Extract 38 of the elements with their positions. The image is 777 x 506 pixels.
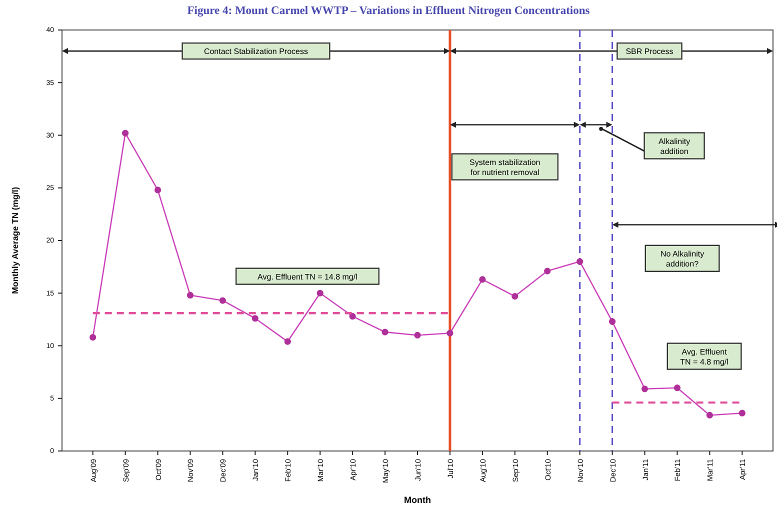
annotation: No Alkalinity addition?: [660, 249, 704, 268]
annotation: Contact Stabilization Process: [204, 47, 308, 56]
note-box: Alkalinity addition: [644, 132, 705, 160]
point: [641, 386, 648, 392]
note-box: SBR Process: [616, 42, 682, 60]
annotation: Avg. Effluent TN = 14.8 mg/l: [258, 272, 358, 282]
y-axis-title: Monthly Average TN (mg/l): [10, 186, 20, 294]
point: [512, 292, 518, 300]
x-axis-title: Month: [404, 495, 431, 505]
point: [544, 268, 551, 274]
point: [576, 258, 584, 265]
note-box: Avg. Effluent TN = 4.8 mg/l: [666, 342, 742, 370]
annotation: Avg. Effluent TN = 4.8 mg/l: [680, 347, 729, 366]
point: [349, 312, 356, 320]
point: [706, 412, 713, 419]
annotation: Alkalinity addition: [658, 136, 690, 156]
note-box: System stabilization for nutrient removal: [451, 153, 558, 180]
point: [382, 328, 388, 336]
point: [90, 334, 96, 341]
chart-title: Figure 4: Mount Carmel WWTP – Variations in Effluent Nitrogen Concentrations: [187, 5, 590, 17]
point: [479, 276, 486, 283]
point: [608, 318, 616, 325]
annotation: SBR Process: [626, 47, 674, 56]
point: [674, 384, 681, 392]
point: [186, 292, 194, 299]
annotation: System stabilization for nutrient removal: [470, 158, 540, 177]
point: [219, 297, 226, 304]
point: [414, 332, 421, 339]
point: [446, 330, 454, 336]
note-box: Avg. Effluent TN = 14.8 mg/l: [235, 268, 380, 285]
point: [738, 410, 746, 416]
point: [122, 130, 129, 136]
point: [284, 338, 291, 345]
note-box: No Alkalinity addition?: [644, 244, 720, 272]
point: [252, 315, 258, 322]
note-box: Contact Stabilization Process: [182, 42, 330, 60]
point: [316, 290, 324, 296]
point: [154, 186, 162, 194]
